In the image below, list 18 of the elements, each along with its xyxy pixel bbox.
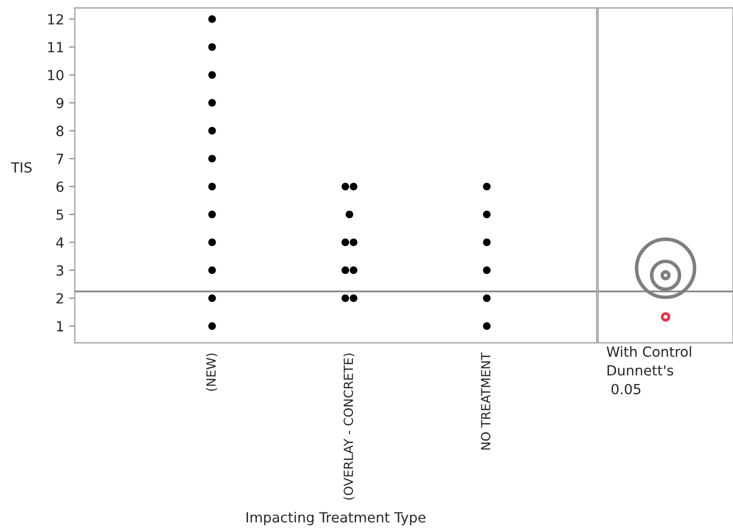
y-tick-label: 3	[56, 265, 64, 276]
y-tick-label: 12	[48, 14, 63, 24]
y-tick-label: 1	[57, 321, 64, 332]
y-tick-label: 6	[56, 181, 64, 192]
y-axis-title: TIS	[10, 162, 32, 173]
x-tick-label: (OVERLAY - CONCRETE)	[343, 354, 355, 500]
y-tick-label: 11	[48, 42, 64, 52]
y-tick-label: 8	[56, 126, 64, 136]
x-tick-label: (NEW)	[206, 354, 218, 391]
x-tick-label: NO TREATMENT	[480, 352, 490, 450]
y-tick-label: 7	[56, 154, 64, 164]
y-tick-label: 10	[48, 70, 64, 80]
y-tick-label: 5	[56, 210, 64, 220]
y-tick-label: 9	[56, 98, 64, 108]
y-tick-label: 2	[56, 293, 63, 304]
x-axis-title: Impacting Treatment Type	[246, 512, 426, 526]
text: With Control Dunnett's 0.05	[606, 346, 692, 394]
y-tick-label: 4	[56, 237, 64, 248]
